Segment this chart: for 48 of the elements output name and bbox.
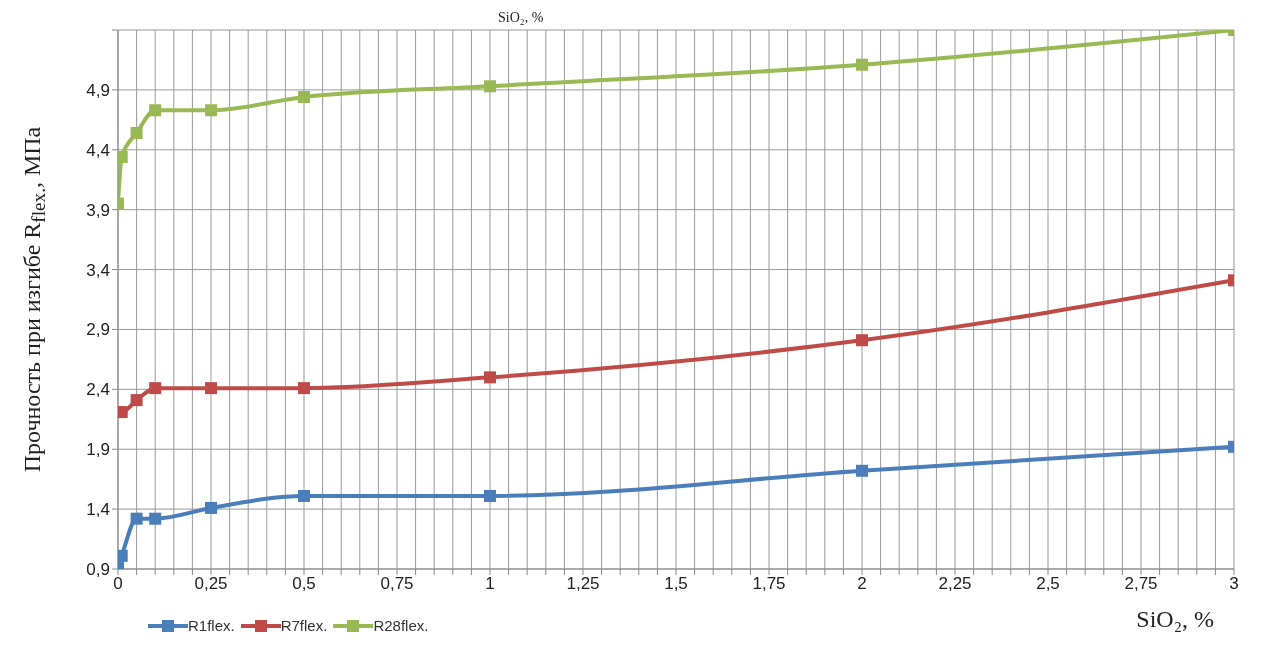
- x-axis-title: SiO₂, %: [1136, 606, 1214, 632]
- y-tick-label: 4,4: [86, 140, 110, 160]
- point: [118, 150, 128, 163]
- point: [856, 58, 868, 71]
- y-tick-label: 1,9: [86, 440, 110, 460]
- x-tick-label: 0: [113, 574, 123, 594]
- point: [205, 104, 217, 117]
- legend-label: R7flex.: [280, 617, 328, 634]
- legend-label: R28flex.: [373, 617, 429, 634]
- x-tick-label: 2,75: [1124, 574, 1158, 594]
- point: [205, 501, 217, 514]
- x-tick-label: 0,5: [292, 574, 316, 594]
- y-tick-label: 2,4: [86, 380, 110, 400]
- x-tick-label: 1,5: [664, 574, 688, 594]
- x-tick-label: 2: [857, 574, 867, 594]
- point: [856, 334, 868, 347]
- point: [149, 382, 162, 395]
- x-tick-label: 1: [485, 574, 495, 594]
- y-tick-label: 2,9: [86, 320, 110, 340]
- point: [484, 371, 496, 384]
- x-tick-label: 3: [1229, 574, 1239, 594]
- y-tick-label: 0,9: [86, 560, 110, 580]
- point: [484, 489, 496, 502]
- x-tick-label: 2,5: [1036, 574, 1060, 594]
- point: [856, 464, 868, 477]
- legend-label: R1flex.: [188, 617, 235, 634]
- y-tick-label: 4,9: [86, 80, 110, 100]
- point: [149, 104, 162, 117]
- point: [130, 512, 143, 525]
- point: [298, 489, 310, 502]
- x-tick-label: 1,25: [566, 574, 600, 594]
- point: [118, 549, 128, 562]
- point: [130, 127, 143, 140]
- y-tick-label: 3,9: [86, 200, 110, 220]
- x-tick-label: 0,75: [380, 574, 414, 594]
- point: [130, 394, 143, 407]
- point: [484, 80, 496, 93]
- x-tick-label: 0,25: [194, 574, 228, 594]
- y-tick-label: 3,4: [86, 260, 110, 280]
- point: [118, 406, 128, 419]
- point: [205, 382, 217, 395]
- point: [298, 382, 310, 395]
- x-tick-label: 1,75: [752, 574, 786, 594]
- x-tick-label: 2,25: [938, 574, 972, 594]
- point: [298, 91, 310, 104]
- text: SiO₂, %: [498, 10, 544, 26]
- y-tick-label: 1,4: [86, 500, 110, 520]
- point: [149, 512, 162, 525]
